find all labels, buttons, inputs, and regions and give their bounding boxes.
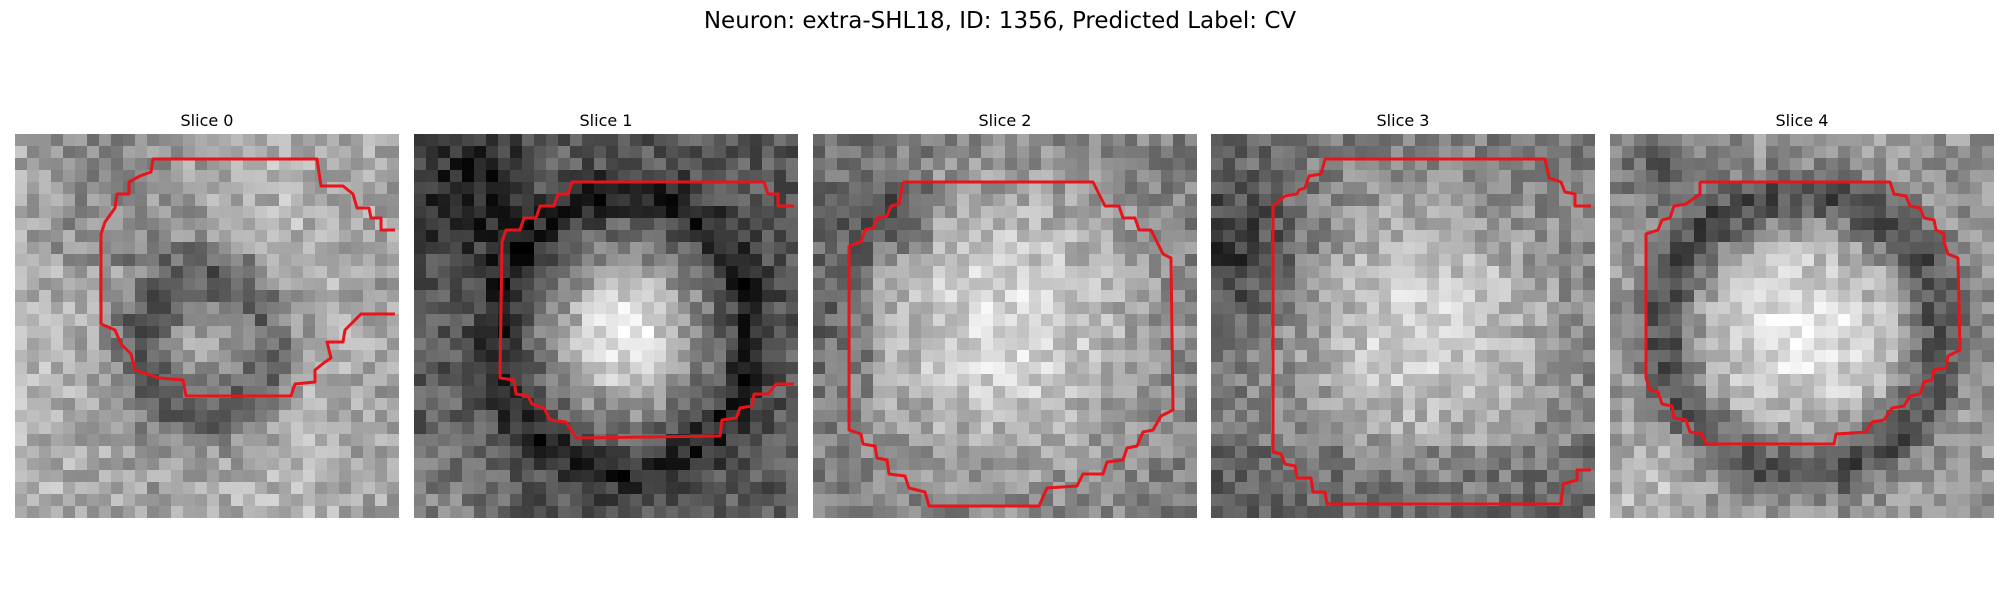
- slice-image-4: [1610, 134, 1994, 518]
- segmentation-contour-4: [1644, 180, 1962, 446]
- segmentation-contour-3: [1271, 157, 1591, 506]
- figure-title: Neuron: extra-SHL18, ID: 1356, Predicted…: [703, 8, 1297, 34]
- slice-image-3: [1211, 134, 1595, 518]
- slice-title-1: Slice 1: [579, 111, 633, 130]
- slice-title-4: Slice 4: [1775, 111, 1829, 130]
- slice-image-2: [813, 134, 1197, 518]
- slice-raster-1: [414, 134, 798, 518]
- slice-panel-2: Slice 2: [813, 108, 1197, 518]
- slice-panel-1: Slice 1: [414, 108, 798, 518]
- slice-title-3: Slice 3: [1376, 111, 1430, 130]
- slice-image-0: [15, 134, 399, 518]
- segmentation-contour-0: [99, 157, 395, 398]
- slice-panel-4: Slice 4: [1610, 108, 1994, 518]
- slice-panel-3: Slice 3: [1211, 108, 1595, 518]
- slice-title-2: Slice 2: [978, 111, 1032, 130]
- slice-panel-0: Slice 0: [15, 108, 399, 518]
- segmentation-contour-1: [498, 180, 794, 440]
- slice-raster-4: [1610, 134, 1994, 518]
- segmentation-contour-2: [847, 180, 1175, 508]
- slice-image-1: [414, 134, 798, 518]
- slice-raster-0: [15, 134, 399, 518]
- slice-title-0: Slice 0: [180, 111, 234, 130]
